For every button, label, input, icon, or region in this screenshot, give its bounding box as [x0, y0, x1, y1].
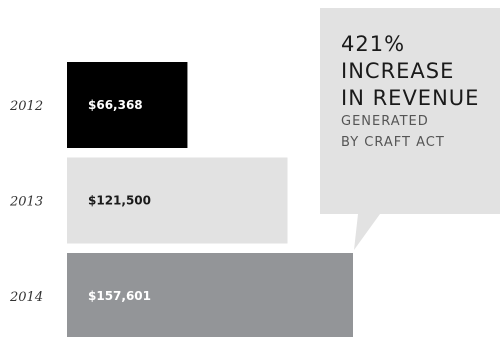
callout-headline-line1: 421%	[341, 32, 405, 56]
bar-2012	[67, 62, 188, 148]
bars-layer: $66,368 2012 $121,500 2013 $157,601 2014	[9, 62, 353, 337]
callout-sub-line2: BY CRAFT ACT	[341, 135, 445, 150]
year-label-2012: 2012	[9, 99, 43, 114]
callout-headline-line2: INCREASE	[341, 59, 454, 83]
callout-bubble	[320, 8, 500, 250]
bar-value-label-2012: $66,368	[88, 98, 143, 112]
year-label-2014: 2014	[9, 290, 43, 305]
bar-value-label-2014: $157,601	[88, 289, 151, 303]
callout: 421% INCREASE IN REVENUE GENERATED BY CR…	[320, 8, 500, 250]
year-label-2013: 2013	[9, 195, 43, 210]
bar-2014	[67, 253, 353, 337]
bar-value-label-2013: $121,500	[88, 194, 151, 208]
bar-2013	[67, 157, 288, 244]
callout-headline-line3: IN REVENUE	[341, 86, 479, 110]
callout-sub-line1: GENERATED	[341, 114, 429, 129]
